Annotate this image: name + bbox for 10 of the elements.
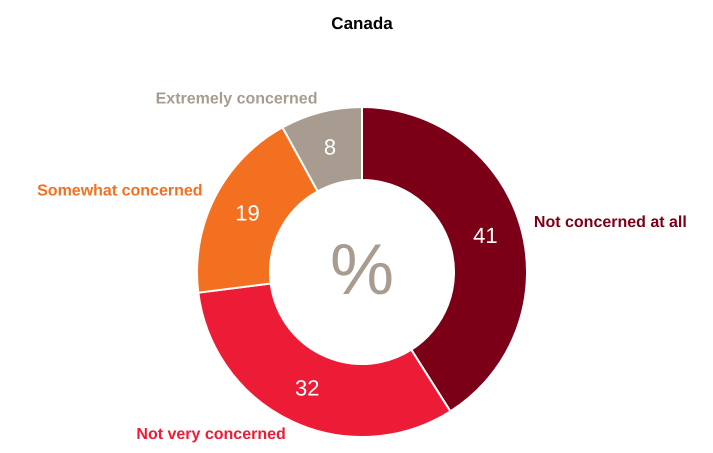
slice-label: Somewhat concerned (37, 182, 203, 200)
slice-label: Not very concerned (136, 426, 286, 443)
data-label: 32 (295, 375, 320, 400)
chart-title: Canada (331, 14, 394, 33)
data-label: 41 (473, 223, 498, 248)
data-label: 19 (235, 200, 260, 226)
data-label: 8 (324, 134, 336, 160)
slice-label: Not concerned at all (534, 214, 687, 232)
slice-label: Extremely concerned (156, 90, 318, 108)
text: % (330, 230, 394, 310)
